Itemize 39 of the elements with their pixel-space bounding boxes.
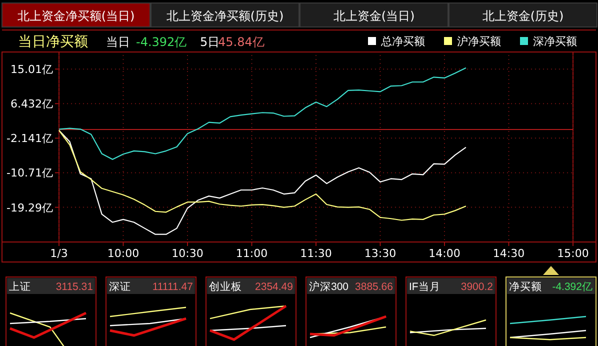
x-tick-label: 10:30 — [172, 247, 204, 260]
text: 45.84亿 — [218, 35, 264, 49]
text: 创业板 — [209, 280, 242, 293]
text: 北上资金净买额(当日) — [17, 9, 135, 23]
text: 当日 — [106, 35, 130, 49]
x-tick-label: 15:00 — [557, 247, 589, 260]
text: 北上资金(当日) — [333, 9, 415, 23]
text: IF当月 — [409, 281, 440, 293]
legend-label: 深净买额 — [533, 35, 577, 48]
text: 3900.2 — [460, 281, 494, 293]
text: 11111.47 — [152, 281, 194, 293]
x-tick-label: 1/3 — [50, 247, 68, 260]
y-tick-label: -19.29亿 — [6, 201, 53, 214]
chart-title: 当日净买额 — [18, 34, 88, 50]
x-tick-label: 11:30 — [300, 247, 332, 260]
x-tick-label: 14:30 — [492, 247, 525, 260]
text: -4.392亿 — [552, 281, 593, 293]
text: 3115.31 — [56, 281, 94, 293]
text: 北上资金(历史) — [482, 9, 564, 23]
text: 北上资金净买额(历史) — [166, 9, 284, 23]
y-tick-label: -2.141亿 — [6, 132, 53, 146]
x-tick-label: 13:30 — [364, 247, 396, 260]
x-tick-label: 14:00 — [428, 247, 460, 260]
line-series — [58, 67, 466, 160]
text: 5日 — [200, 35, 220, 49]
text: 上证 — [9, 280, 31, 293]
text: 沪深300 — [309, 280, 349, 293]
y-tick-label: 15.01亿 — [10, 63, 53, 76]
y-tick-label: 6.432亿 — [10, 98, 53, 111]
x-tick-label: 11:00 — [236, 247, 268, 260]
text: 3885.66 — [355, 281, 394, 293]
legend-label: 总净买额 — [380, 35, 425, 48]
x-tick-label: 10:00 — [107, 247, 140, 260]
text: 2354.49 — [255, 281, 294, 293]
text: -4.392亿 — [136, 35, 187, 49]
y-tick-label: -10.71亿 — [6, 166, 53, 180]
text: 净买额 — [509, 280, 542, 293]
text: 深证 — [109, 281, 131, 293]
legend-label: 沪净买额 — [457, 35, 501, 48]
